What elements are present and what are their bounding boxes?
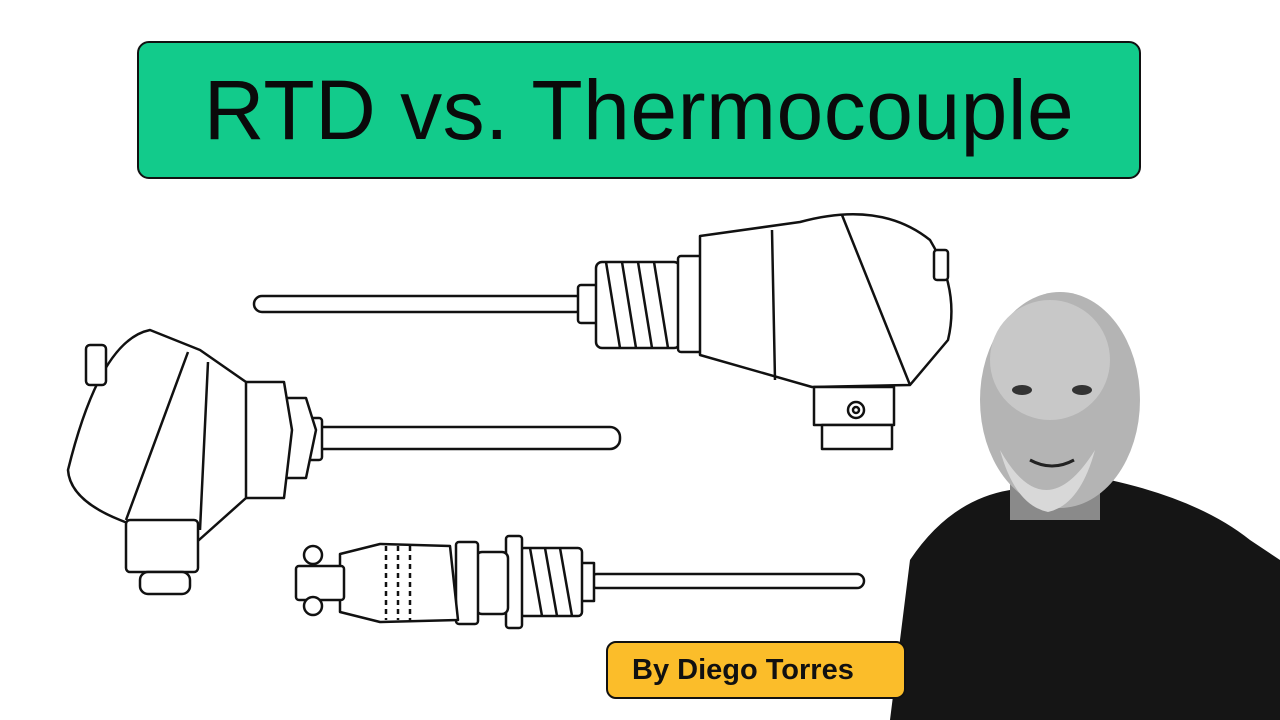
title-banner: RTD vs. Thermocouple: [137, 41, 1141, 179]
rtd-sensor-top: [252, 212, 953, 451]
author-badge: By Diego Torres: [606, 641, 906, 699]
page-title: RTD vs. Thermocouple: [203, 62, 1075, 157]
presenter-photo: [890, 292, 1280, 720]
threaded-connector-sensor: [294, 534, 866, 630]
author-name: By Diego Torres: [632, 653, 854, 686]
thermocouple-sensor-left: [66, 328, 622, 596]
